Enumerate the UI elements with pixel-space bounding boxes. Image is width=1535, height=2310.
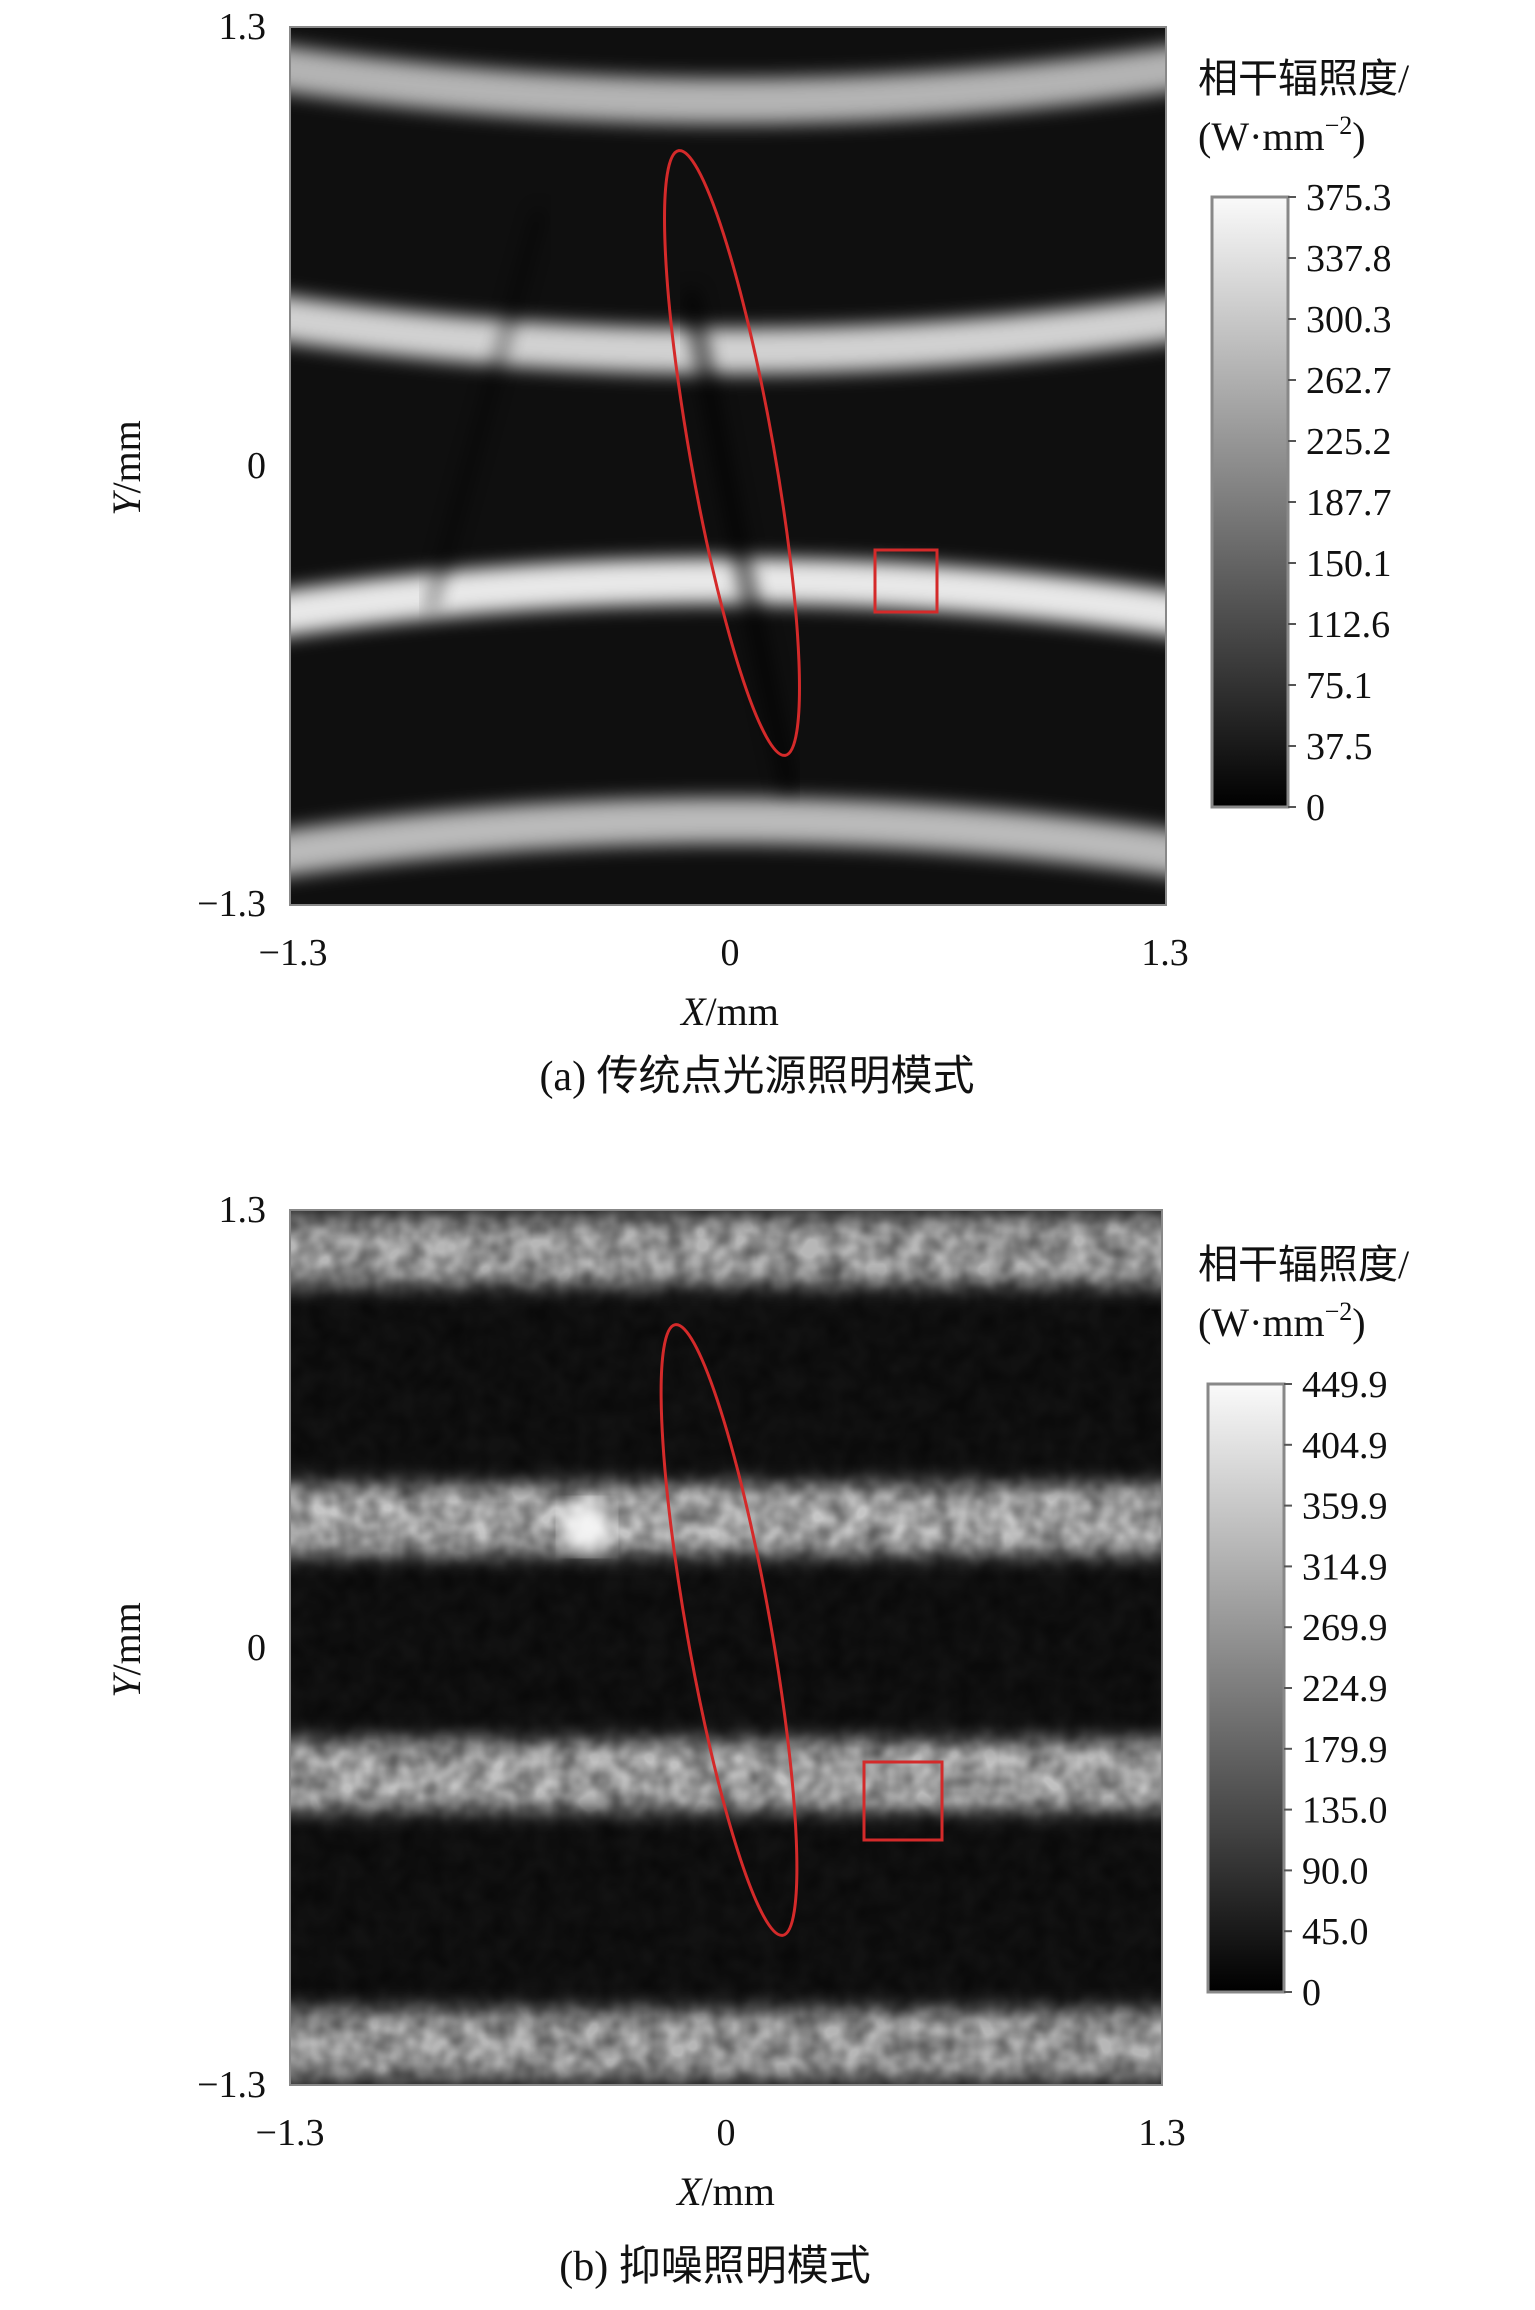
speckle-noise <box>290 1210 1162 2085</box>
colorbar <box>1206 1382 1286 1994</box>
x-tick-label: 1.3 <box>1141 932 1189 974</box>
colorbar-ticks: 449.9 404.9 359.9 314.9 269.9 224.9 179.9 135.0… <box>1284 1364 1388 2014</box>
fringe-pattern <box>290 46 1166 876</box>
heatmap-figure-b: 1.3 0 −1.3 −1.3 0 1.3 X/mm Y/mm (b) 抑噪照明… <box>104 1189 1410 2290</box>
heatmap-figure-a: 1.3 0 −1.3 −1.3 0 1.3 X/mm Y/mm (a) 传统点光… <box>104 6 1410 1100</box>
plot-frame <box>289 26 1167 906</box>
y-tick-label: 0 <box>247 1627 266 1669</box>
highlight-square <box>862 1760 944 1842</box>
y-axis-label: Y/mm <box>104 1602 149 1698</box>
x-tick-label: −1.3 <box>256 2112 325 2154</box>
x-axis-label: X/mm <box>675 2169 775 2214</box>
colorbar-tick-label: 0 <box>1306 787 1325 829</box>
colorbar-tick-label: 90.0 <box>1302 1850 1369 1892</box>
colorbar-tick-label: 187.7 <box>1306 482 1392 524</box>
highlight-square <box>873 548 939 614</box>
y-tick-label: −1.3 <box>197 883 266 925</box>
colorbar-tick-label: 75.1 <box>1306 665 1373 707</box>
y-tick-label: 1.3 <box>219 6 267 48</box>
defect-streak <box>427 209 543 611</box>
colorbar-tick-label: 375.3 <box>1306 177 1392 219</box>
colorbar-tick-label: 449.9 <box>1302 1364 1388 1406</box>
colorbar-tick-label: 179.9 <box>1302 1729 1388 1771</box>
highlight-ellipse <box>663 149 801 757</box>
colorbar-unit: (W·mm−2) <box>1198 1297 1366 1345</box>
y-tick-label: 0 <box>247 445 266 487</box>
colorbar-title: 相干辐照度/ <box>1198 1242 1410 1287</box>
y-tick-label: −1.3 <box>197 2064 266 2106</box>
figure-caption: (a) 传统点光源照明模式 <box>539 1054 974 1100</box>
figure-panel-a: 1.3 0 −1.3 −1.3 0 1.3 X/mm Y/mm (a) 传统点光… <box>104 6 1410 1100</box>
colorbar-tick-label: 300.3 <box>1306 299 1392 341</box>
figure-caption: (b) 抑噪照明模式 <box>559 2244 870 2290</box>
fringe-pattern <box>290 1210 1162 2085</box>
colorbar-tick-label: 269.9 <box>1302 1607 1388 1649</box>
colorbar-tick-label: 359.9 <box>1302 1486 1388 1528</box>
plot-frame <box>289 1209 1163 2086</box>
colorbar-tick-label: 37.5 <box>1306 726 1373 768</box>
x-tick-label: 0 <box>721 932 740 974</box>
fringe-band <box>290 797 1166 876</box>
fringe-band <box>290 296 1166 375</box>
highlight-ellipse <box>659 1323 799 1937</box>
colorbar-tick-label: 224.9 <box>1302 1668 1388 1710</box>
fringe-band <box>290 557 1166 636</box>
x-tick-label: 0 <box>717 2112 736 2154</box>
colorbar-tick-label: 0 <box>1302 1972 1321 2014</box>
colorbar <box>1210 195 1290 809</box>
defect-streak <box>683 288 797 792</box>
y-tick-label: 1.3 <box>219 1189 267 1231</box>
colorbar-title: 相干辐照度/ <box>1198 56 1410 101</box>
x-tick-label: 1.3 <box>1138 2112 1186 2154</box>
colorbar-ticks: 375.3 337.8 300.3 262.7 225.2 187.7 150.1 112.6… <box>1288 177 1392 829</box>
colorbar-tick-label: 404.9 <box>1302 1425 1388 1467</box>
colorbar-tick-label: 150.1 <box>1306 543 1392 585</box>
colorbar-unit: (W·mm−2) <box>1198 111 1366 159</box>
figure-panel-b: 1.3 0 −1.3 −1.3 0 1.3 X/mm Y/mm (b) 抑噪照明… <box>0 1170 1535 2310</box>
colorbar-tick-label: 135.0 <box>1302 1790 1388 1832</box>
colorbar-tick-label: 337.8 <box>1306 238 1392 280</box>
colorbar-tick-label: 112.6 <box>1306 604 1390 646</box>
colorbar-tick-label: 314.9 <box>1302 1546 1388 1588</box>
x-axis-label: X/mm <box>679 989 779 1034</box>
bright-spot <box>561 1501 613 1553</box>
fringe-band <box>290 46 1166 125</box>
colorbar-tick-label: 262.7 <box>1306 360 1392 402</box>
colorbar-tick-label: 225.2 <box>1306 421 1392 463</box>
y-axis-label: Y/mm <box>104 420 149 516</box>
x-tick-label: −1.3 <box>259 932 328 974</box>
colorbar-tick-label: 45.0 <box>1302 1911 1369 1953</box>
